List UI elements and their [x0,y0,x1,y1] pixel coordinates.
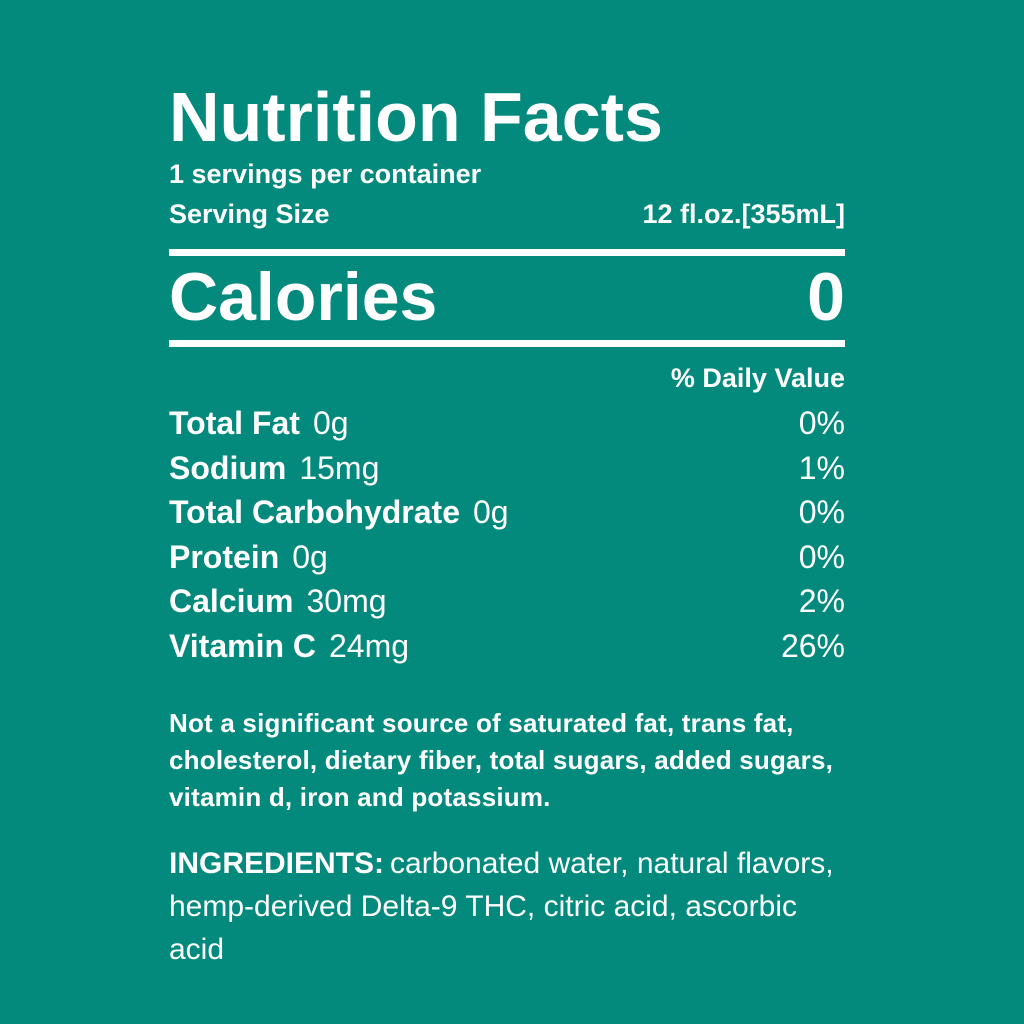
nutrient-name: Calcium [169,583,294,619]
nutrient-name-amount: Vitamin C 24mg [169,628,409,665]
ingredients-text: carbonated water, natural flavors, hemp-… [169,847,834,966]
nutrition-facts-label: Nutrition Facts 1 servings per container… [169,78,845,971]
nutrient-name: Protein [169,538,280,575]
daily-value-header: % Daily Value [670,363,845,393]
nutrient-amount: 0g [473,494,509,530]
nutrients-table: Total Fat 0g 0% Sodium 15mg 1% Total Carbo… [169,405,845,672]
nutrient-daily-value: 0% [798,494,845,530]
nutrient-name-amount: Protein 0g [169,539,328,576]
serving-size-value: 12 fl.oz.[355mL] [642,199,845,229]
nutrient-row-protein: Protein 0g 0% [169,539,845,584]
nutrient-name-amount: Total Fat 0g [169,405,349,442]
divider-calories [169,340,845,347]
nutrient-name: Vitamin C [169,627,316,664]
nutrient-daily-value: 0% [798,405,845,441]
nutrient-amount: 15mg [299,449,380,486]
nutrient-name: Sodium [169,449,287,486]
divider-top [169,249,845,256]
nutrient-daily-value: 26% [780,627,845,664]
calories-value: 0 [807,259,845,335]
nutrient-daily-value: 2% [798,583,845,619]
not-significant-source-footnote: Not a significant source of saturated fa… [169,708,834,812]
calories-row: Calories 0 [169,260,845,334]
nutrient-name: Total Fat [169,405,300,441]
nutrient-daily-value: 1% [798,449,845,486]
nutrient-amount: 30mg [306,583,387,619]
ingredients-label: INGREDIENTS: [169,847,385,880]
calories-label: Calories [169,259,438,335]
nutrient-row-calcium: Calcium 30mg 2% [169,583,845,628]
nutrient-name-amount: Total Carbohydrate 0g [169,494,509,531]
nutrient-name-amount: Sodium 15mg [169,450,379,487]
nutrient-row-sodium: Sodium 15mg 1% [169,450,845,495]
nutrient-daily-value: 0% [798,538,845,575]
nutrition-facts-title: Nutrition Facts [169,78,663,156]
serving-size-label: Serving Size [169,199,330,229]
nutrient-row-vitamin-c: Vitamin C 24mg 26% [169,628,845,673]
nutrient-amount: 0g [292,538,328,575]
nutrient-name-amount: Calcium 30mg [169,583,387,620]
nutrient-amount: 24mg [329,627,410,664]
serving-size-row: Serving Size 12 fl.oz.[355mL] [169,198,845,230]
servings-per-container: 1 servings per container [169,159,482,189]
nutrient-amount: 0g [312,405,349,441]
nutrient-row-total-fat: Total Fat 0g 0% [169,405,845,450]
nutrient-name: Total Carbohydrate [169,494,460,530]
nutrient-row-total-carbohydrate: Total Carbohydrate 0g 0% [169,494,845,539]
ingredients-paragraph: INGREDIENTS: carbonated water, natural fl… [169,842,845,971]
